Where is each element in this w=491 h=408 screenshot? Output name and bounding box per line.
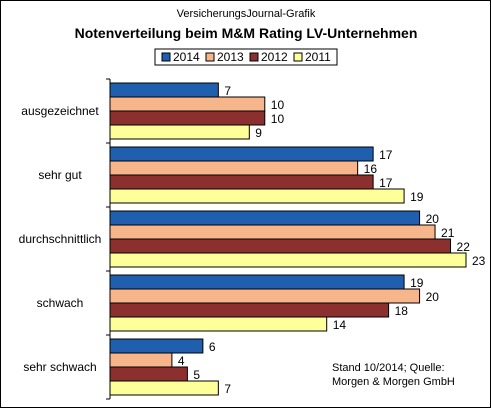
data-label-durchschnittlich-2012: 22: [457, 240, 471, 254]
data-label-schwach-2011: 14: [333, 318, 347, 332]
bar-sehr-gut-2014: [109, 146, 374, 162]
legend-swatch-2013: [205, 52, 215, 62]
bar-ausgezeichnet-2011: [109, 124, 250, 140]
bar-durchschnittlich-2011: [109, 252, 467, 268]
legend-swatch-2012: [249, 52, 259, 62]
data-label-sehr-gut-2011: 19: [410, 190, 424, 204]
data-label-sehr-schwach-2014: 6: [209, 340, 216, 354]
legend-label-2014: 2014: [173, 50, 200, 64]
data-label-schwach-2014: 19: [410, 276, 424, 290]
data-label-schwach-2012: 18: [395, 304, 409, 318]
legend-label-2011: 2011: [305, 50, 331, 64]
bar-schwach-2011: [109, 316, 328, 332]
data-label-sehr-schwach-2012: 5: [193, 368, 200, 382]
category-label-durchschnittlich: durchschnittlich: [19, 232, 102, 246]
data-label-sehr-schwach-2011: 7: [224, 382, 231, 396]
data-label-durchschnittlich-2014: 20: [426, 212, 440, 226]
data-label-schwach-2013: 20: [426, 290, 440, 304]
category-label-sehr-gut: sehr gut: [38, 168, 82, 182]
data-label-ausgezeichnet-2014: 7: [224, 84, 231, 98]
bar-durchschnittlich-2012: [109, 238, 452, 254]
bar-sehr-gut-2012: [109, 174, 374, 190]
bar-sehr-schwach-2012: [109, 366, 188, 382]
bar-schwach-2014: [109, 274, 405, 290]
legend-label-2012: 2012: [261, 50, 288, 64]
data-label-durchschnittlich-2011: 23: [472, 254, 486, 268]
legend-swatch-2014: [161, 52, 171, 62]
legend-box: [154, 48, 338, 66]
legend-swatch-2011: [293, 52, 303, 62]
bar-ausgezeichnet-2012: [109, 110, 266, 126]
data-label-ausgezeichnet-2013: 10: [271, 98, 285, 112]
bar-sehr-gut-2013: [109, 160, 359, 176]
category-label-sehr-schwach: sehr schwach: [23, 360, 96, 374]
bar-sehr-schwach-2013: [109, 352, 173, 368]
legend: 2014 2013 2012 2011: [154, 48, 338, 66]
data-label-sehr-gut-2012: 17: [379, 176, 393, 190]
chart-title: Notenverteilung beim M&M Rating LV-Unter…: [75, 25, 418, 41]
bar-sehr-schwach-2011: [109, 380, 219, 396]
legend-label-2013: 2013: [217, 50, 244, 64]
bar-schwach-2012: [109, 302, 390, 318]
data-label-sehr-schwach-2013: 4: [178, 354, 185, 368]
bar-durchschnittlich-2014: [109, 210, 421, 226]
data-label-ausgezeichnet-2012: 10: [271, 112, 285, 126]
bar-sehr-gut-2011: [109, 188, 405, 204]
bar-ausgezeichnet-2014: [109, 82, 219, 98]
bar-ausgezeichnet-2013: [109, 96, 266, 112]
source-note-line-2: Morgen & Morgen GmbH: [332, 376, 455, 388]
category-label-ausgezeichnet: ausgezeichnet: [21, 104, 99, 118]
data-label-durchschnittlich-2013: 21: [441, 226, 455, 240]
bar-durchschnittlich-2013: [109, 224, 436, 240]
data-label-sehr-gut-2013: 16: [364, 162, 378, 176]
bar-sehr-schwach-2014: [109, 338, 204, 354]
chart-supertitle: VersicherungsJournal-Grafik: [177, 8, 316, 20]
source-note-line-1: Stand 10/2014; Quelle:: [332, 362, 445, 374]
category-label-schwach: schwach: [37, 296, 84, 310]
data-label-ausgezeichnet-2011: 9: [255, 126, 262, 140]
bar-schwach-2013: [109, 288, 421, 304]
data-label-sehr-gut-2014: 17: [379, 148, 393, 162]
